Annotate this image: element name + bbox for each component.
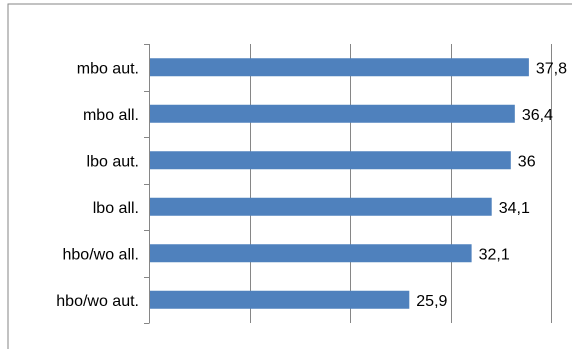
value-label-2: 36 <box>518 153 536 170</box>
grid-lines <box>250 44 552 323</box>
category-label-5: hbo/wo aut. <box>56 293 139 310</box>
category-label-4: hbo/wo all. <box>63 246 140 263</box>
category-label-1: mbo all. <box>83 107 139 124</box>
bar-1 <box>150 104 515 123</box>
category-label-0: mbo aut. <box>77 60 139 77</box>
value-label-1: 36,4 <box>522 107 553 124</box>
labels: mbo aut. 37,8 mbo all. 36,4 lbo aut. 36 lbo al… <box>56 60 567 310</box>
value-label-3: 34,1 <box>499 200 530 217</box>
value-label-5: 25,9 <box>416 293 447 310</box>
bar-0 <box>150 58 529 77</box>
category-axis <box>144 44 150 324</box>
category-label-3: lbo all. <box>93 200 139 217</box>
value-label-0: 37,8 <box>536 60 567 77</box>
bars <box>150 58 529 309</box>
bar-5 <box>150 290 410 309</box>
value-label-4: 32,1 <box>479 246 510 263</box>
bar-4 <box>150 244 472 263</box>
bar-2 <box>150 151 511 170</box>
category-label-2: lbo aut. <box>87 153 139 170</box>
plot-border <box>7 3 572 349</box>
bar-3 <box>150 197 492 216</box>
